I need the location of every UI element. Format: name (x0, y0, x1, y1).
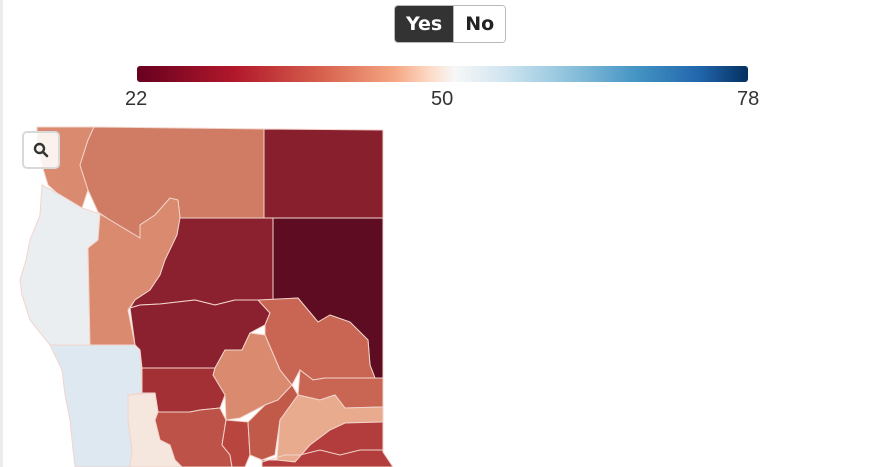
region-northeast[interactable] (263, 128, 384, 219)
scale-mid-label: 50 (431, 88, 454, 106)
choropleth-map[interactable] (0, 120, 420, 467)
yes-no-toggle[interactable]: Yes No (394, 5, 507, 43)
map-zoom-button[interactable] (22, 131, 60, 169)
toggle-yes-button[interactable]: Yes (395, 6, 454, 42)
page-left-border (0, 0, 3, 467)
toggle-no-button[interactable]: No (453, 6, 506, 42)
color-scale-bar (137, 66, 748, 82)
scale-max-label: 78 (737, 88, 760, 106)
region-central-south[interactable] (129, 299, 271, 369)
search-icon (33, 142, 49, 158)
region-lower-east[interactable] (261, 421, 394, 467)
scale-min-label: 22 (125, 88, 148, 106)
region-center-peach[interactable] (212, 332, 293, 421)
